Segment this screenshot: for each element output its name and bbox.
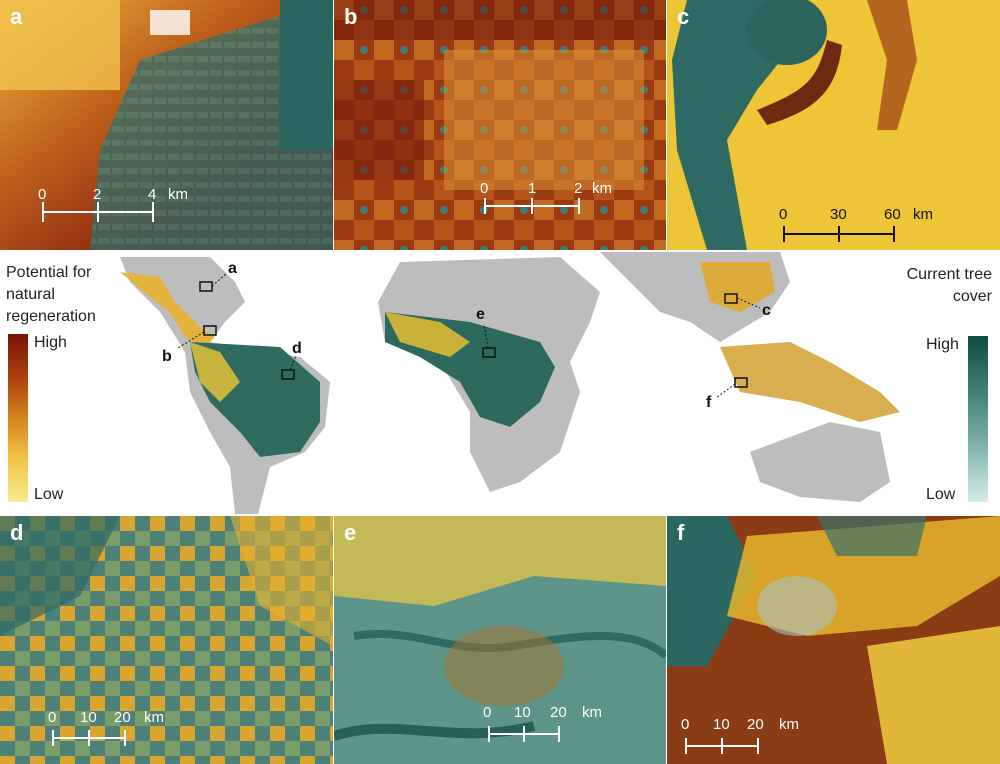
panel-label-d: d [10, 520, 24, 545]
legend-right-bar [968, 336, 988, 502]
scale-4-a: 4 [148, 186, 157, 203]
panel-a-map [0, 0, 333, 250]
world-map: a b d e c f Potential for natural regene… [0, 252, 1000, 514]
panel-label-b: b [344, 4, 358, 29]
panel-label-e: e [344, 520, 357, 545]
scale-20-d: 20 [114, 709, 131, 726]
legend-left-bar [8, 334, 28, 502]
scale-1-b: 1 [528, 180, 537, 197]
scale-unit-b: km [592, 180, 612, 197]
scale-10-f: 10 [713, 716, 730, 733]
legend-left-title-1: Potential for [6, 264, 92, 281]
panel-b: b 0 1 2 km [334, 0, 666, 250]
panel-f-map [667, 516, 1000, 764]
panel-b-map [334, 0, 666, 250]
scale-20-e: 20 [550, 704, 567, 721]
panel-label-a: a [10, 4, 23, 29]
legend-right-title-1: Current tree [906, 266, 992, 283]
map-marker-b: b [162, 348, 172, 365]
legend-left-high: High [34, 334, 67, 351]
scale-60-c: 60 [884, 206, 901, 223]
scale-0-c: 0 [779, 206, 788, 223]
map-marker-e: e [476, 306, 485, 323]
world-map-svg [120, 252, 900, 514]
legend-right-title-2: cover [952, 288, 992, 305]
panel-label-f: f [677, 520, 685, 545]
legend-right-high: High [926, 336, 959, 353]
scale-unit-a: km [168, 186, 188, 203]
scale-0-e: 0 [483, 704, 492, 721]
scale-0-a: 0 [38, 186, 47, 203]
legend-left-title-2: natural [6, 286, 55, 303]
scale-0-f: 0 [681, 716, 690, 733]
scale-unit-f: km [779, 716, 799, 733]
scale-bar-d [52, 728, 126, 748]
scale-10-e: 10 [514, 704, 531, 721]
panel-c: c 0 30 60 km [667, 0, 1000, 250]
scale-2-b: 2 [574, 180, 583, 197]
scale-bar-a [42, 198, 154, 228]
scale-2-a: 2 [93, 186, 102, 203]
legend-left-title-3: regeneration [6, 308, 96, 325]
scale-unit-e: km [582, 704, 602, 721]
scale-bar-e [488, 724, 560, 744]
panel-label-c: c [677, 4, 690, 29]
map-marker-d: d [292, 340, 302, 357]
scale-20-f: 20 [747, 716, 764, 733]
panel-c-map [667, 0, 1000, 250]
scale-30-c: 30 [830, 206, 847, 223]
scale-bar-b [484, 196, 580, 216]
legend-left-low: Low [34, 486, 64, 503]
scale-10-d: 10 [80, 709, 97, 726]
panel-d-map [0, 516, 333, 764]
panel-e-map [334, 516, 666, 764]
scale-0-b: 0 [480, 180, 489, 197]
panel-f: f 0 10 20 km [667, 516, 1000, 764]
panel-d: d 0 10 20 km [0, 516, 333, 764]
scale-bar-c [783, 224, 895, 244]
map-marker-f: f [706, 394, 712, 411]
legend-right-low: Low [926, 486, 956, 503]
scale-bar-f [685, 736, 759, 756]
map-marker-c: c [762, 302, 771, 319]
scale-0-d: 0 [48, 709, 57, 726]
panel-a: a 0 2 4 km [0, 0, 333, 250]
scale-unit-d: km [144, 709, 164, 726]
map-marker-a: a [228, 260, 237, 277]
scale-unit-c: km [913, 206, 933, 223]
panel-e: e 0 10 20 km [334, 516, 666, 764]
